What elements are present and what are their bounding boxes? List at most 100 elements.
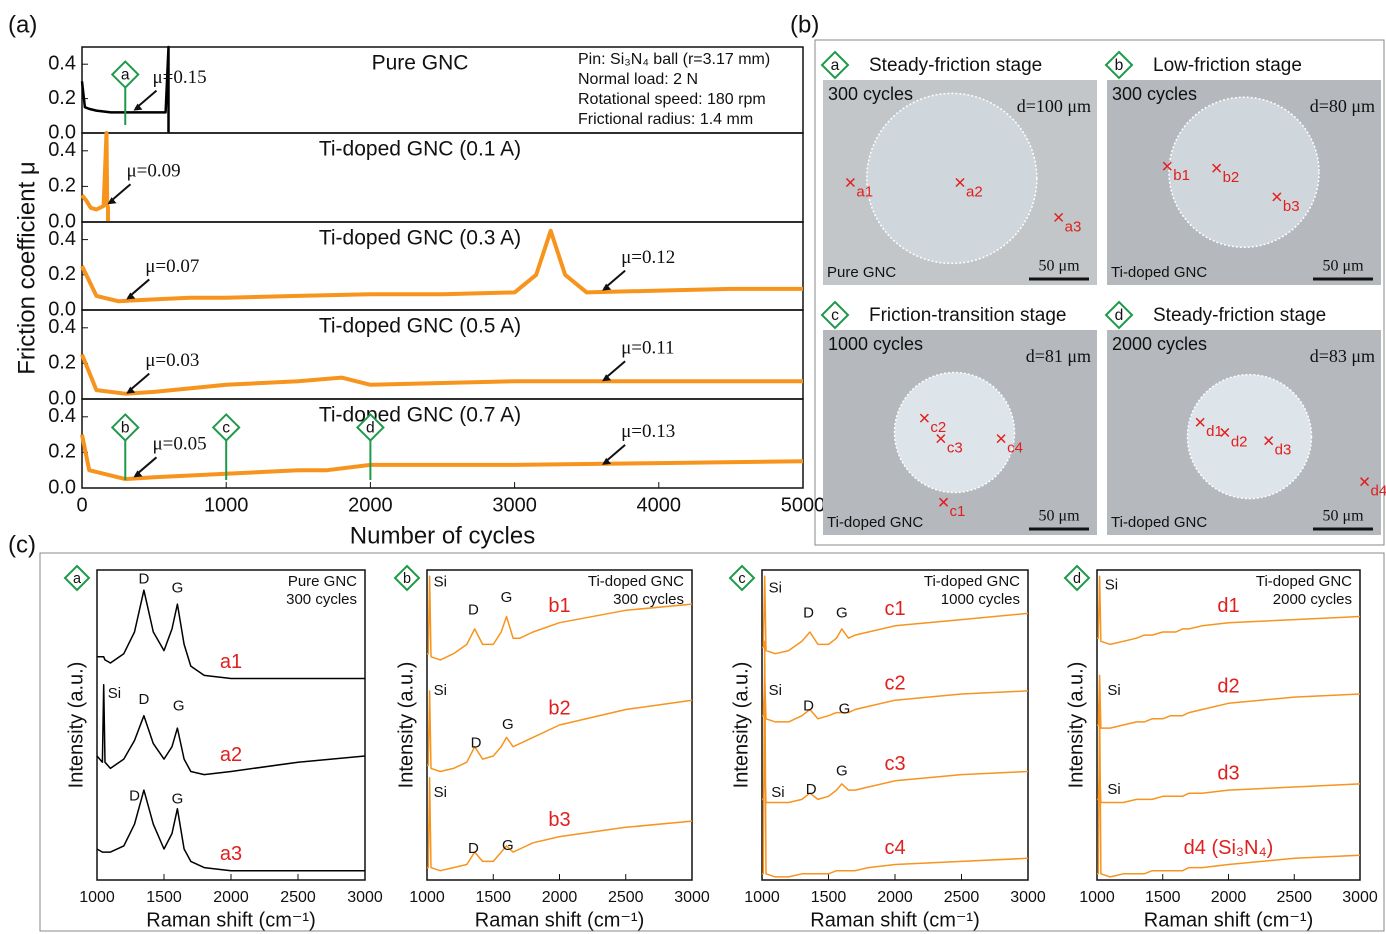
marker-label: d <box>1115 307 1124 324</box>
peak-label: Si <box>771 784 784 801</box>
point-label: b3 <box>1283 198 1300 215</box>
series-label: c4 <box>884 837 905 859</box>
point-label: c1 <box>950 503 966 520</box>
cycle-count: 2000 cycles <box>1112 334 1207 354</box>
x-tick-label: 1500 <box>811 889 847 906</box>
panel-label: (a) <box>8 11 37 38</box>
scale-text: 50 μm <box>1038 508 1080 525</box>
panel-label: (c) <box>8 531 36 558</box>
marker-label: d <box>366 420 375 437</box>
sample-name: Ti-doped GNC <box>1111 264 1207 281</box>
x-axis-label: Raman shift (cm⁻¹) <box>1144 909 1313 931</box>
y-tick-label: 0.2 <box>48 263 76 285</box>
y-tick-label: 0.0 <box>48 476 76 498</box>
peak-label: Si <box>769 580 782 597</box>
peak-label: Si <box>434 784 447 801</box>
x-tick-label: 2500 <box>944 889 980 906</box>
x-axis-label: Raman shift (cm⁻¹) <box>475 909 644 931</box>
peak-label: Si <box>434 573 447 590</box>
series-label: d4 (Si₃N₄) <box>1184 837 1274 859</box>
series-label: d1 <box>1217 595 1239 617</box>
wear-track <box>1169 97 1319 247</box>
micrograph-title: Steady-friction stage <box>1153 305 1326 326</box>
marker-label: a <box>831 57 840 74</box>
series-label: c2 <box>884 672 905 694</box>
plot-frame <box>97 570 365 880</box>
chart-title: 1000 cycles <box>941 591 1020 608</box>
annotation-text: μ=0.05 <box>152 434 206 455</box>
chart-title: Ti-doped GNC <box>588 573 684 590</box>
x-tick-label: 1500 <box>475 889 511 906</box>
x-tick-label: 1000 <box>1079 889 1115 906</box>
peak-label: G <box>836 762 848 779</box>
point-label: a3 <box>1065 218 1082 235</box>
series-label: d3 <box>1217 762 1239 784</box>
y-tick-label: 0.2 <box>48 175 76 197</box>
point-label: d1 <box>1206 423 1223 440</box>
y-tick-label: 0.2 <box>48 87 76 109</box>
peak-label: D <box>806 781 817 798</box>
series-label: b3 <box>548 809 570 831</box>
annotation-text: μ=0.09 <box>127 161 181 182</box>
x-axis-label: Raman shift (cm⁻¹) <box>810 909 979 931</box>
panel-label: (b) <box>790 11 819 38</box>
y-axis-label: Intensity (a.u.) <box>65 662 87 789</box>
condition-text: Normal load: 2 N <box>578 71 698 88</box>
chart-title: 300 cycles <box>286 591 357 608</box>
scale-text: 50 μm <box>1322 258 1364 275</box>
wear-track <box>895 373 1015 493</box>
marker-label: d <box>1073 571 1081 587</box>
y-axis-label: Intensity (a.u.) <box>730 662 752 789</box>
peak-label: D <box>468 840 479 857</box>
point-label: d2 <box>1231 433 1248 450</box>
point-label: d4 <box>1371 483 1386 500</box>
x-tick-label: 2500 <box>608 889 644 906</box>
marker-label: b <box>121 420 130 437</box>
x-tick-label: 4000 <box>637 494 682 516</box>
series-label: b2 <box>548 697 570 719</box>
chart-title: Ti-doped GNC <box>1256 573 1352 590</box>
peak-label: G <box>836 604 848 621</box>
annotation-text: μ=0.03 <box>145 350 199 371</box>
marker-label: b <box>1115 57 1124 74</box>
condition-text: Frictional radius: 1.4 mm <box>578 111 753 128</box>
x-axis-label: Number of cycles <box>350 522 535 549</box>
track-diameter: d=83 μm <box>1310 346 1375 366</box>
peak-label: D <box>129 787 140 804</box>
series-label: c1 <box>884 598 905 620</box>
annotation-text: μ=0.11 <box>621 338 674 359</box>
x-tick-label: 5000 <box>781 494 826 516</box>
marker-label: a <box>73 571 81 587</box>
x-tick-label: 3000 <box>492 494 537 516</box>
chart-title: Ti-doped GNC <box>924 573 1020 590</box>
peak-label: G <box>502 716 514 733</box>
cycle-count: 1000 cycles <box>828 334 923 354</box>
y-tick-label: 0.2 <box>48 352 76 374</box>
x-tick-label: 1000 <box>204 494 249 516</box>
sample-name: Ti-doped GNC <box>827 514 923 531</box>
x-tick-label: 2000 <box>542 889 578 906</box>
series-label: a1 <box>220 651 242 673</box>
x-tick-label: 1500 <box>146 889 182 906</box>
x-tick-label: 3000 <box>347 889 383 906</box>
sample-name: Pure GNC <box>827 264 896 281</box>
micrograph-title: Low-friction stage <box>1153 55 1302 76</box>
scale-text: 50 μm <box>1322 508 1364 525</box>
peak-label: G <box>501 589 513 606</box>
sample-name: Ti-doped GNC <box>1111 514 1207 531</box>
y-tick-label: 0.4 <box>48 316 76 338</box>
figure: (a) (b) (c) 0.00.20.4Friction coefficien… <box>0 0 1386 934</box>
series-label: d2 <box>1217 676 1239 698</box>
peak-label: D <box>803 604 814 621</box>
y-tick-label: 0.4 <box>48 405 76 427</box>
series-label: a3 <box>220 843 242 865</box>
peak-label: Si <box>434 682 447 699</box>
x-tick-label: 2000 <box>213 889 249 906</box>
marker-label: c <box>222 420 230 437</box>
cycle-count: 300 cycles <box>1112 84 1197 104</box>
micrograph-title: Steady-friction stage <box>869 55 1042 76</box>
x-tick-label: 3000 <box>1010 889 1046 906</box>
series-label: a2 <box>220 744 242 766</box>
x-tick-label: 2000 <box>1211 889 1247 906</box>
peak-label: D <box>471 735 482 752</box>
